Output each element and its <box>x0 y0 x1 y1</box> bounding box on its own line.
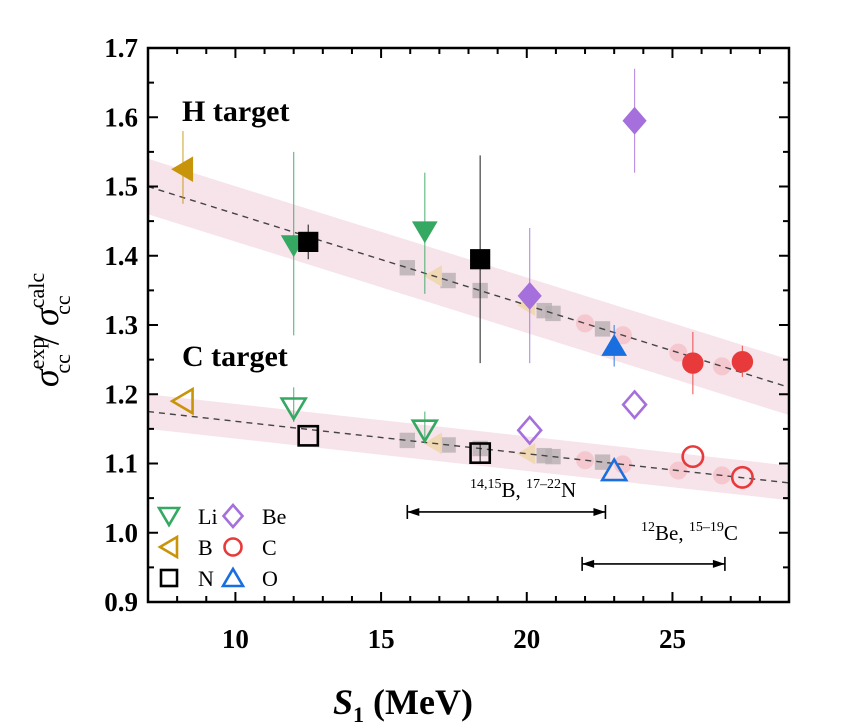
prediction-square <box>399 432 416 449</box>
range1-label: 14,15B, 17–22N <box>470 477 576 502</box>
legend-label-Be: Be <box>262 504 286 529</box>
plot-frame <box>146 46 791 604</box>
y-tick-label: 1.0 <box>104 518 138 548</box>
prediction-circle <box>576 451 595 470</box>
c-target-label: C target <box>182 340 288 373</box>
prediction-triangle <box>516 442 536 465</box>
prediction-square <box>545 305 561 322</box>
point-C-C <box>681 445 705 469</box>
point-H-Be <box>622 106 647 135</box>
x-tick-label: 25 <box>659 624 686 654</box>
fit-bands <box>148 158 789 501</box>
range2-label: 12Be, 15–19C <box>641 520 738 545</box>
prediction-circle <box>712 357 731 376</box>
arrow-head-right <box>593 507 606 516</box>
x-tick-label: 10 <box>222 624 249 654</box>
arrow-head-right <box>712 559 725 568</box>
axes-frame <box>146 46 791 604</box>
y-tick-label: 0.9 <box>104 587 138 617</box>
h-target-label: H target <box>182 95 289 128</box>
legend-label-B: B <box>198 535 213 560</box>
range-annotations: 14,15B, 17–22N 12Be, 15–19C <box>406 477 738 571</box>
data-points <box>169 68 754 489</box>
arrow-head-left <box>582 559 595 568</box>
legend-label-C: C <box>262 535 277 560</box>
legend: Li Be B C N O <box>156 503 286 591</box>
y-axis-label: σexpcc / σcalccc <box>24 273 75 387</box>
legend-marker-Be <box>221 503 245 529</box>
y-tick-label: 1.2 <box>104 379 138 409</box>
point-H-O <box>601 333 628 356</box>
y-tick-label: 1.1 <box>104 449 138 479</box>
point-H-C <box>682 352 704 374</box>
legend-label-Li: Li <box>198 504 218 529</box>
legend-marker-N <box>159 568 179 588</box>
y-tick-label: 1.5 <box>104 172 138 202</box>
legend-marker-Li <box>156 506 182 528</box>
fit-line-H <box>147 185 790 388</box>
point-C-Be <box>516 415 543 446</box>
y-tick-label: 1.6 <box>104 102 138 132</box>
legend-marker-B <box>157 534 179 560</box>
legend-label-N: N <box>198 566 214 591</box>
prediction-circle <box>576 314 595 333</box>
y-tick-label: 1.7 <box>104 33 138 63</box>
legend-label-O: O <box>262 566 278 591</box>
y-tick-label: 1.3 <box>104 310 138 340</box>
point-H-C <box>731 351 754 373</box>
point-C-N <box>469 442 492 465</box>
x-axis-label: S1 (MeV) <box>333 682 473 727</box>
y-tick-label: 1.4 <box>104 241 138 271</box>
point-H-Be <box>517 281 542 310</box>
x-tick-label: 15 <box>368 624 395 654</box>
prediction-square <box>399 260 416 276</box>
arrow-head-left <box>407 507 420 516</box>
point-C-N <box>297 424 320 447</box>
prediction-square <box>440 272 456 289</box>
point-H-B <box>171 156 194 183</box>
point-C-Li <box>410 419 440 444</box>
point-C-Li <box>279 397 308 422</box>
legend-marker-O <box>220 566 246 588</box>
point-H-Li <box>411 221 438 244</box>
legend-marker-C <box>223 537 243 557</box>
fit-lines <box>147 185 790 484</box>
prediction-square <box>594 454 611 470</box>
point-H-N <box>298 231 319 253</box>
point-H-N <box>470 249 491 270</box>
point-C-B <box>169 386 194 416</box>
fit-line-C <box>147 410 790 484</box>
point-C-Be <box>621 389 648 420</box>
point-C-C <box>730 465 754 489</box>
point-C-O <box>599 457 629 482</box>
x-tick-label: 20 <box>513 624 540 654</box>
tick-labels: 10 15 20 25 0.9 1.0 1.1 1.2 1.3 1.4 1.5 1.6 1.7 <box>104 33 686 654</box>
